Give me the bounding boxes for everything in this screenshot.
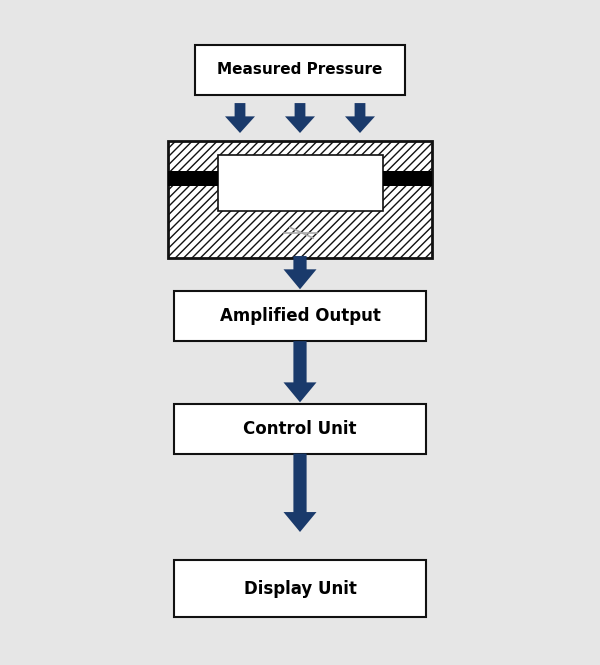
Bar (218, 154, 383, 211)
FancyArrow shape (285, 103, 315, 133)
Bar (174, 291, 426, 340)
Text: Display Unit: Display Unit (244, 579, 356, 598)
FancyArrow shape (284, 341, 317, 402)
FancyArrow shape (225, 103, 255, 133)
Text: Measured Pressure: Measured Pressure (217, 63, 383, 77)
Text: Amplified Output: Amplified Output (220, 307, 380, 325)
Bar (195, 45, 405, 94)
Bar (168, 171, 218, 186)
FancyArrow shape (284, 256, 317, 289)
FancyArrow shape (345, 103, 375, 133)
Bar (174, 560, 426, 617)
Bar (174, 404, 426, 454)
FancyArrow shape (284, 454, 317, 532)
Bar (383, 171, 432, 186)
Text: Control Unit: Control Unit (243, 420, 357, 438)
Bar (168, 142, 432, 258)
